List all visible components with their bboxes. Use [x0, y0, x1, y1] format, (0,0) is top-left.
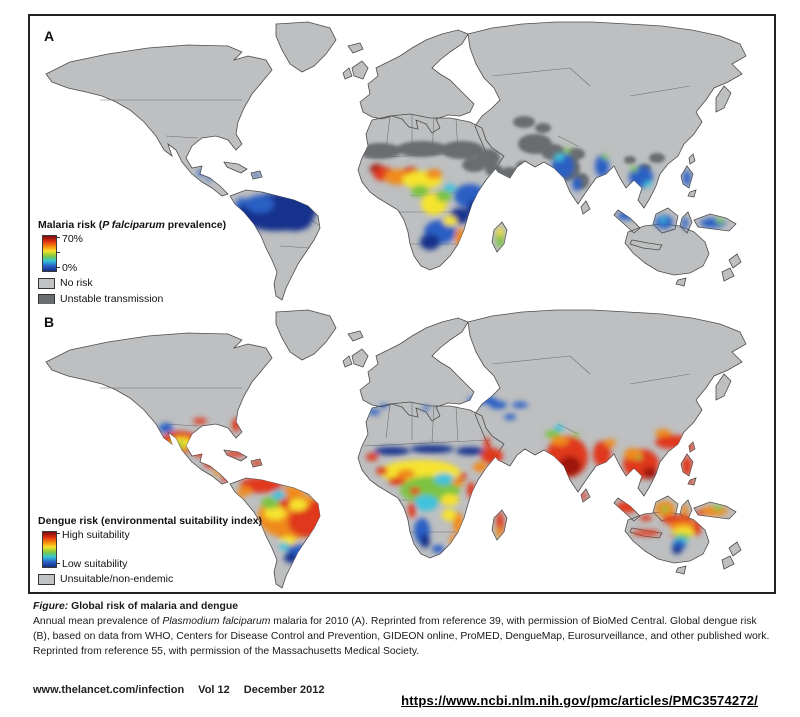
scale-min-label: Low suitability [62, 558, 128, 571]
malaria-legend: Malaria risk (P falciparum prevalence) 7… [38, 219, 248, 304]
panel-b-dengue-map: B Dengue risk (environmental suitability… [30, 304, 774, 592]
dengue-legend-title: Dengue risk (environmental suitability i… [38, 515, 263, 527]
journal-volume: Vol 12 [198, 684, 230, 696]
unstable-legend-row: Unstable transmission [38, 293, 248, 304]
figure-caption: Figure: Global risk of malaria and dengu… [33, 599, 770, 659]
caption-body: Annual mean prevalence of Plasmodium fal… [33, 616, 770, 658]
world-map-malaria [45, 21, 747, 301]
unsuitable-chip [38, 574, 55, 586]
unstable-label: Unstable transmission [60, 293, 164, 304]
dengue-gradient-bar [42, 531, 57, 569]
malaria-color-scale: 70% 0% [38, 233, 248, 275]
caption-figure-label: Figure: [33, 601, 69, 612]
malaria-gradient-bar [42, 235, 57, 273]
dengue-color-scale: High suitability Low suitability [38, 529, 273, 571]
panel-a-label: A [44, 28, 55, 44]
figure-frame: A Malaria risk (P falciparum prevalence)… [28, 14, 776, 594]
scale-min-label: 0% [62, 262, 78, 275]
no-risk-chip [38, 278, 55, 290]
no-risk-legend-row: No risk [38, 277, 248, 290]
world-map-dengue [45, 309, 747, 589]
journal-footer: www.thelancet.com/infection Vol 12 Decem… [33, 684, 325, 696]
unsuitable-label: Unsuitable/non-endemic [60, 573, 174, 586]
journal-date: December 2012 [243, 684, 325, 696]
unstable-chip [38, 294, 55, 304]
unsuitable-legend-row: Unsuitable/non-endemic [38, 573, 273, 586]
caption-heading: Figure: Global risk of malaria and dengu… [33, 599, 770, 614]
no-risk-label: No risk [60, 277, 93, 290]
malaria-risk-overlay [197, 148, 746, 250]
scale-max-label: High suitability [62, 529, 130, 542]
malaria-legend-title: Malaria risk (P falciparum prevalence) [38, 219, 227, 231]
dengue-legend: Dengue risk (environmental suitability i… [38, 515, 273, 586]
journal-url: www.thelancet.com/infection [33, 684, 185, 696]
panel-b-label: B [44, 314, 55, 330]
scale-max-label: 70% [62, 233, 84, 246]
pmc-article-link[interactable]: https://www.ncbi.nlm.nih.gov/pmc/article… [401, 693, 758, 708]
caption-title: Global risk of malaria and dengue [71, 601, 238, 612]
panel-a-malaria-map: A Malaria risk (P falciparum prevalence)… [30, 16, 774, 304]
